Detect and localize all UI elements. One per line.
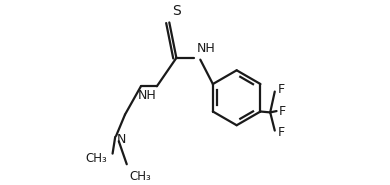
Text: NH: NH <box>137 89 156 102</box>
Text: S: S <box>172 4 181 18</box>
Text: NH: NH <box>197 42 216 55</box>
Text: N: N <box>117 133 126 146</box>
Text: F: F <box>277 126 285 139</box>
Text: F: F <box>277 83 285 96</box>
Text: F: F <box>279 105 286 117</box>
Text: CH₃: CH₃ <box>85 152 107 165</box>
Text: CH₃: CH₃ <box>129 170 151 183</box>
